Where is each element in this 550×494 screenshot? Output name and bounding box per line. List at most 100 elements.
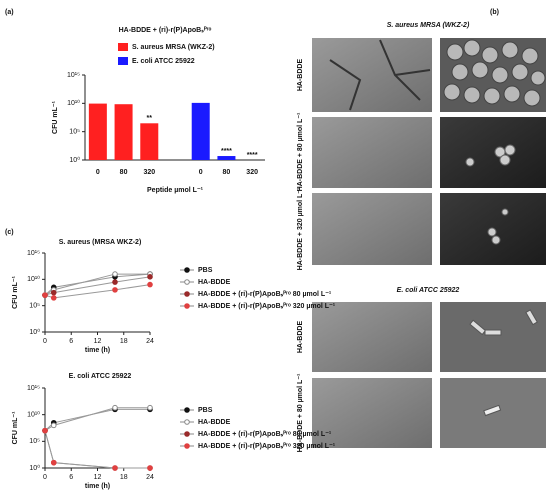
significance: ** xyxy=(147,115,153,122)
legend-marker xyxy=(184,267,190,273)
chart-title: E. coli ATCC 25922 xyxy=(69,373,132,380)
x-axis-label: time (h) xyxy=(85,483,110,490)
point xyxy=(147,274,153,280)
y-tick-label: 10⁵ xyxy=(29,438,40,445)
legend-marker xyxy=(184,443,190,449)
x-axis-label: Peptide µmol L⁻¹ xyxy=(147,187,204,194)
point xyxy=(147,281,153,288)
x-tick-label: 80 xyxy=(223,169,231,176)
bar xyxy=(191,102,210,160)
legend-swatch xyxy=(118,57,128,65)
x-tick-label: 18 xyxy=(120,338,128,345)
point xyxy=(147,404,153,411)
x-tick-label: 320 xyxy=(143,169,155,176)
x-tick-label: 0 xyxy=(199,169,203,176)
legend-label: PBS xyxy=(198,407,213,414)
bar xyxy=(140,123,159,160)
sem-image xyxy=(312,378,432,448)
series-line xyxy=(44,284,151,299)
y-tick-label: 10¹⁰ xyxy=(67,99,80,107)
x-tick-label: 0 xyxy=(43,338,47,345)
legend-marker xyxy=(184,407,190,413)
significance: **** xyxy=(221,148,232,155)
point xyxy=(147,465,153,471)
section-title: E. coli ATCC 25922 xyxy=(397,287,460,294)
series-line xyxy=(44,276,151,296)
y-tick-label: 10¹⁵ xyxy=(27,385,40,392)
point xyxy=(42,427,48,434)
bar xyxy=(88,103,107,160)
y-tick-label: 10⁰ xyxy=(29,464,40,472)
legend-label: PBS xyxy=(198,267,213,274)
legend-label: S. aureus MRSA (WKZ-2) xyxy=(132,44,215,51)
chart-title: HA-BDDE + (ri)-r(P)ApoBₛᴾʳᵒ xyxy=(119,27,212,34)
y-tick-label: 10¹⁰ xyxy=(27,275,40,283)
panel-label: (b) xyxy=(490,9,499,16)
y-tick-label: 10¹⁵ xyxy=(27,250,40,257)
x-tick-label: 18 xyxy=(120,474,128,481)
point xyxy=(50,295,57,301)
bacteria-cluster xyxy=(465,144,516,167)
series-line xyxy=(44,273,150,296)
y-axis-label: CFU mL⁻¹ xyxy=(12,275,19,309)
legend-marker xyxy=(184,419,190,425)
section-title: S. aureus MRSA (WKZ-2) xyxy=(387,22,470,29)
bacteria-cluster xyxy=(443,39,546,107)
y-tick-label: 10¹⁵ xyxy=(67,72,80,79)
x-tick-label: 12 xyxy=(94,474,102,481)
series-line xyxy=(44,430,150,469)
rods xyxy=(483,404,502,417)
x-tick-label: 24 xyxy=(146,338,154,345)
legend-label: HA-BDDE + (ri)-r(P)ApoBₛᴾʳᵒ 80 µmol L⁻¹ xyxy=(198,431,332,438)
legend-marker xyxy=(184,279,190,285)
point xyxy=(50,459,57,466)
row-label: HA-BDDE xyxy=(297,59,304,92)
x-tick-label: 6 xyxy=(69,338,73,345)
x-axis-label: time (h) xyxy=(85,347,110,354)
x-tick-label: 24 xyxy=(146,474,154,481)
y-tick-label: 10¹⁰ xyxy=(27,411,40,419)
point xyxy=(112,271,118,277)
x-tick-label: 0 xyxy=(96,169,100,176)
point xyxy=(112,465,118,471)
row-label: HA-BDDE + 80 µmol L⁻¹ xyxy=(297,373,304,452)
y-tick-label: 10⁵ xyxy=(69,129,80,136)
y-tick-label: 10⁰ xyxy=(69,156,80,164)
legend-swatch xyxy=(118,43,128,51)
legend-marker xyxy=(184,291,190,297)
x-tick-label: 320 xyxy=(246,169,258,176)
y-axis-label: CFU mL⁻¹ xyxy=(12,411,19,445)
bar xyxy=(217,156,236,160)
sem-image xyxy=(440,117,546,188)
series-line xyxy=(44,430,150,469)
bar xyxy=(114,104,133,160)
panel-label: (c) xyxy=(5,229,14,236)
legend-marker xyxy=(184,431,190,437)
x-tick-label: 80 xyxy=(120,169,128,176)
legend-marker xyxy=(184,303,190,309)
point xyxy=(112,279,118,285)
sem-image xyxy=(312,302,432,372)
sem-image xyxy=(312,38,432,112)
sem-image xyxy=(312,117,432,188)
chart-title: S. aureus (MRSA WKZ-2) xyxy=(59,239,142,246)
legend-label: HA-BDDE + (ri)-r(P)ApoBₛᴾʳᵒ 320 µmol L⁻¹ xyxy=(198,303,336,310)
y-tick-label: 10⁵ xyxy=(29,303,40,310)
sem-image xyxy=(312,193,432,265)
panel-label: (a) xyxy=(5,9,14,16)
significance: **** xyxy=(247,152,258,159)
row-label: HA-BDDE + 80 µmol L⁻¹ xyxy=(297,112,304,191)
crack xyxy=(329,39,431,111)
point xyxy=(112,404,118,411)
y-tick-label: 10⁰ xyxy=(29,328,40,336)
bacteria-cluster xyxy=(487,208,509,245)
x-tick-label: 0 xyxy=(43,474,47,481)
point xyxy=(50,422,57,429)
point xyxy=(42,292,48,298)
sem-images xyxy=(312,38,546,448)
rods xyxy=(469,309,538,336)
legend-label: HA-BDDE xyxy=(198,279,231,286)
point xyxy=(112,287,118,293)
y-axis-label: CFU mL⁻¹ xyxy=(52,100,59,134)
